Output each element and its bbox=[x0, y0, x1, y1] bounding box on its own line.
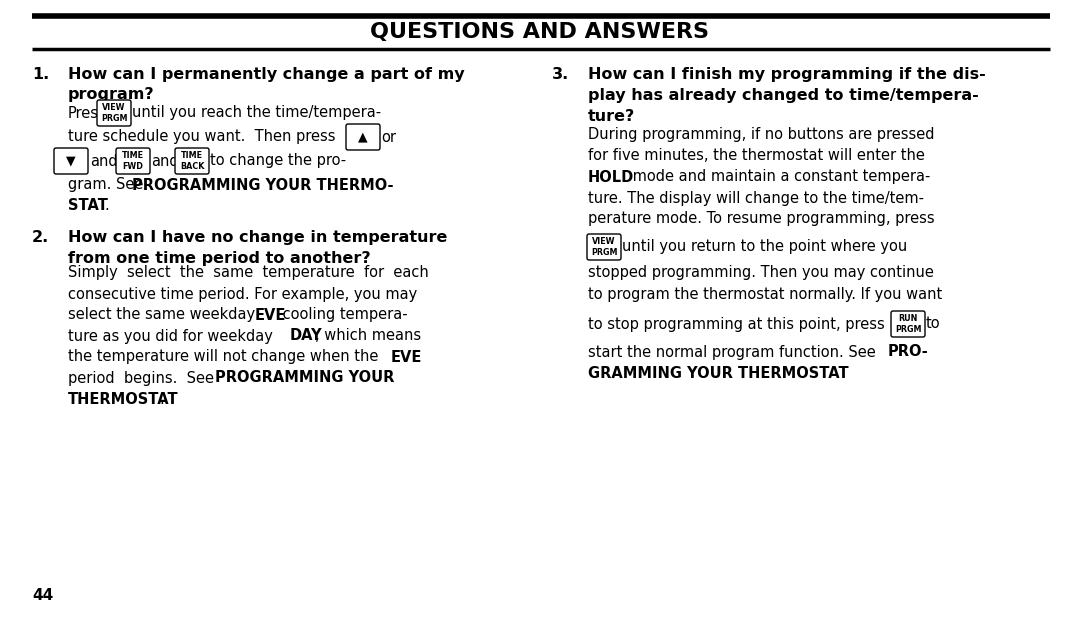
Text: stopped programming. Then you may continue: stopped programming. Then you may contin… bbox=[588, 265, 934, 280]
Text: How can I have no change in temperature: How can I have no change in temperature bbox=[68, 230, 447, 245]
Text: .: . bbox=[104, 199, 109, 214]
Text: PRO-: PRO- bbox=[888, 345, 929, 359]
Text: EVE: EVE bbox=[255, 308, 286, 323]
Text: perature mode. To resume programming, press: perature mode. To resume programming, pr… bbox=[588, 211, 934, 227]
Text: 44: 44 bbox=[32, 588, 53, 603]
Text: for five minutes, the thermostat will enter the: for five minutes, the thermostat will en… bbox=[588, 148, 924, 163]
Text: HOLD: HOLD bbox=[588, 169, 634, 184]
Text: RUN
PRGM: RUN PRGM bbox=[894, 315, 921, 333]
Text: During programming, if no buttons are pressed: During programming, if no buttons are pr… bbox=[588, 128, 934, 143]
Text: 2.: 2. bbox=[32, 230, 50, 245]
Text: until you reach the time/tempera-: until you reach the time/tempera- bbox=[132, 105, 381, 120]
Text: mode and maintain a constant tempera-: mode and maintain a constant tempera- bbox=[627, 169, 930, 184]
Text: gram. See: gram. See bbox=[68, 178, 148, 193]
Text: consecutive time period. For example, you may: consecutive time period. For example, yo… bbox=[68, 287, 417, 302]
Text: period  begins.  See: period begins. See bbox=[68, 371, 218, 386]
FancyBboxPatch shape bbox=[116, 148, 150, 174]
Text: EVE: EVE bbox=[391, 350, 422, 364]
Text: , which means: , which means bbox=[315, 328, 421, 343]
Text: to: to bbox=[926, 316, 941, 331]
Text: ▲: ▲ bbox=[359, 130, 368, 143]
Text: and: and bbox=[151, 153, 178, 168]
Text: .: . bbox=[159, 391, 164, 406]
Text: STAT: STAT bbox=[68, 199, 108, 214]
Text: How can I permanently change a part of my: How can I permanently change a part of m… bbox=[68, 67, 464, 82]
Text: How can I finish my programming if the dis-: How can I finish my programming if the d… bbox=[588, 67, 986, 82]
FancyBboxPatch shape bbox=[891, 311, 924, 337]
Text: to program the thermostat normally. If you want: to program the thermostat normally. If y… bbox=[588, 287, 942, 302]
Text: Press: Press bbox=[68, 105, 107, 120]
Text: ture. The display will change to the time/tem-: ture. The display will change to the tim… bbox=[588, 191, 924, 206]
Text: THERMOSTAT: THERMOSTAT bbox=[68, 391, 178, 406]
Text: Simply  select  the  same  temperature  for  each: Simply select the same temperature for e… bbox=[68, 265, 429, 280]
Text: VIEW
PRGM: VIEW PRGM bbox=[100, 103, 127, 123]
Text: or: or bbox=[381, 130, 396, 145]
Text: to stop programming at this point, press: to stop programming at this point, press bbox=[588, 316, 885, 331]
Text: ture as you did for weekday: ture as you did for weekday bbox=[68, 328, 278, 343]
Text: 3.: 3. bbox=[552, 67, 569, 82]
Text: the temperature will not change when the: the temperature will not change when the bbox=[68, 350, 383, 364]
Text: PROGRAMMING YOUR: PROGRAMMING YOUR bbox=[215, 371, 394, 386]
Text: play has already changed to time/tempera-: play has already changed to time/tempera… bbox=[588, 88, 978, 103]
Text: ▼: ▼ bbox=[66, 155, 76, 168]
Text: ture schedule you want.  Then press: ture schedule you want. Then press bbox=[68, 130, 336, 145]
Text: start the normal program function. See: start the normal program function. See bbox=[588, 345, 880, 359]
Text: TIME
FWD: TIME FWD bbox=[122, 151, 144, 171]
Text: from one time period to another?: from one time period to another? bbox=[68, 251, 370, 266]
Text: VIEW
PRGM: VIEW PRGM bbox=[591, 237, 618, 257]
FancyBboxPatch shape bbox=[97, 100, 131, 126]
Text: and: and bbox=[90, 153, 118, 168]
Text: GRAMMING YOUR THERMOSTAT: GRAMMING YOUR THERMOSTAT bbox=[588, 366, 849, 381]
FancyBboxPatch shape bbox=[54, 148, 87, 174]
Text: DAY: DAY bbox=[291, 328, 323, 343]
Text: select the same weekday: select the same weekday bbox=[68, 308, 260, 323]
Text: 1.: 1. bbox=[32, 67, 50, 82]
Text: QUESTIONS AND ANSWERS: QUESTIONS AND ANSWERS bbox=[370, 22, 710, 42]
Text: program?: program? bbox=[68, 87, 154, 102]
Text: until you return to the point where you: until you return to the point where you bbox=[622, 239, 907, 255]
Text: cooling tempera-: cooling tempera- bbox=[278, 308, 407, 323]
Text: PROGRAMMING YOUR THERMO-: PROGRAMMING YOUR THERMO- bbox=[132, 178, 393, 193]
Text: .: . bbox=[789, 366, 795, 381]
FancyBboxPatch shape bbox=[346, 124, 380, 150]
Text: to change the pro-: to change the pro- bbox=[210, 153, 346, 168]
FancyBboxPatch shape bbox=[588, 234, 621, 260]
Text: TIME
BACK: TIME BACK bbox=[179, 151, 204, 171]
Text: ture?: ture? bbox=[588, 109, 635, 124]
FancyBboxPatch shape bbox=[175, 148, 210, 174]
